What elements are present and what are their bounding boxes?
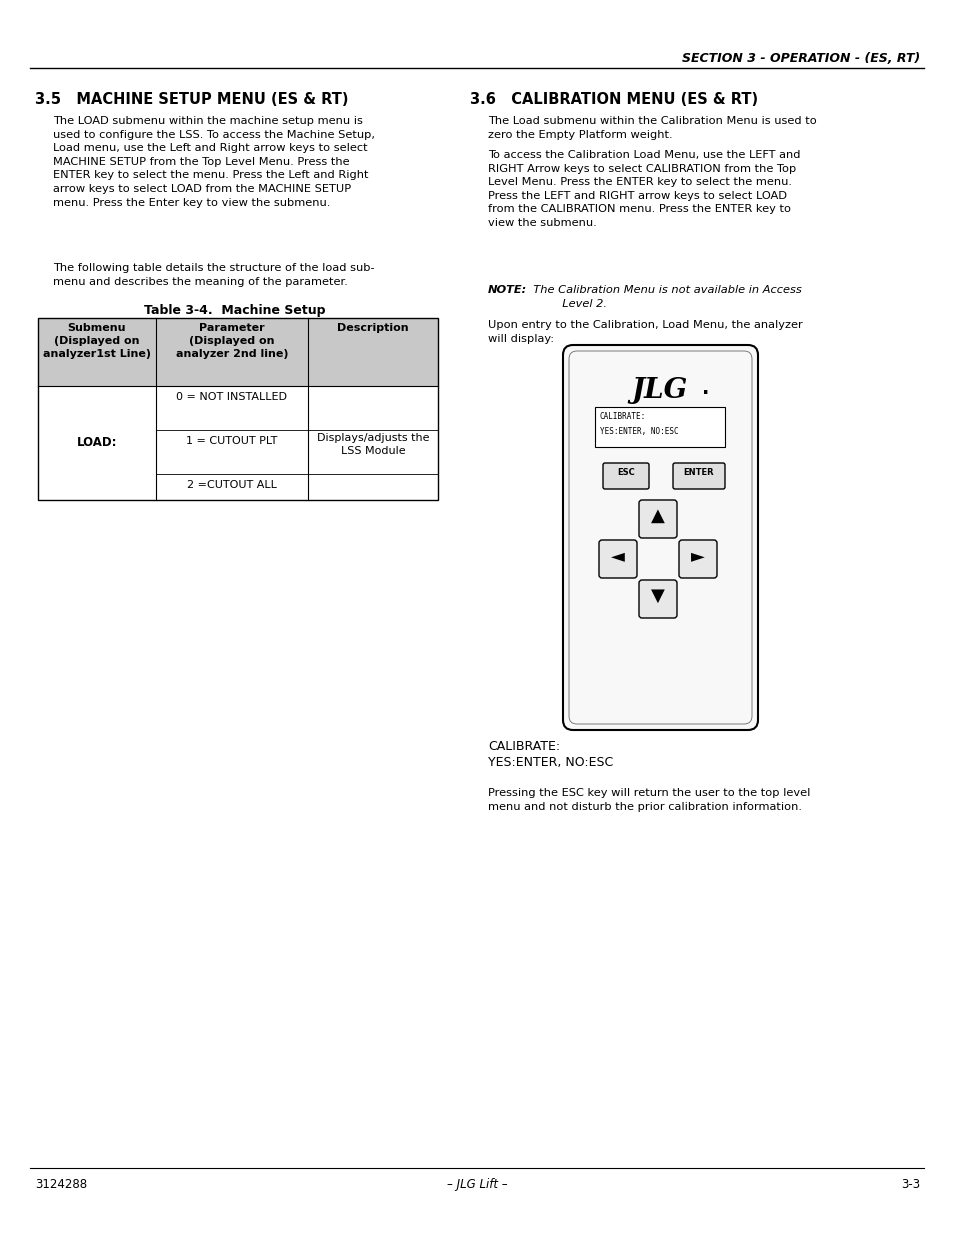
Text: – JLG Lift –: – JLG Lift – <box>446 1178 507 1191</box>
Text: 0 = NOT INSTALLED: 0 = NOT INSTALLED <box>176 391 287 403</box>
Text: 3.5   MACHINE SETUP MENU (ES & RT): 3.5 MACHINE SETUP MENU (ES & RT) <box>35 91 348 107</box>
Text: 3124288: 3124288 <box>35 1178 87 1191</box>
Text: JLG: JLG <box>631 377 687 404</box>
Text: ENTER: ENTER <box>683 468 714 477</box>
Text: YES:ENTER, NO:ESC: YES:ENTER, NO:ESC <box>488 756 613 769</box>
Text: SECTION 3 - OPERATION - (ES, RT): SECTION 3 - OPERATION - (ES, RT) <box>681 52 919 65</box>
Text: Upon entry to the Calibration, Load Menu, the analyzer
will display:: Upon entry to the Calibration, Load Menu… <box>488 320 801 343</box>
Text: 3.6   CALIBRATION MENU (ES & RT): 3.6 CALIBRATION MENU (ES & RT) <box>470 91 758 107</box>
Text: ►: ► <box>690 547 704 564</box>
Text: ▼: ▼ <box>650 587 664 605</box>
Text: ▲: ▲ <box>650 508 664 525</box>
FancyBboxPatch shape <box>679 540 717 578</box>
Text: Submenu
(Displayed on
analyzer1st Line): Submenu (Displayed on analyzer1st Line) <box>43 324 151 358</box>
Text: 2 =CUTOUT ALL: 2 =CUTOUT ALL <box>187 480 276 490</box>
Text: The Calibration Menu is not available in Access
          Level 2.: The Calibration Menu is not available in… <box>525 285 801 309</box>
Bar <box>38 317 437 500</box>
FancyBboxPatch shape <box>639 500 677 538</box>
FancyBboxPatch shape <box>639 580 677 618</box>
Text: NOTE:: NOTE: <box>488 285 527 295</box>
Text: YES:ENTER, NO:ESC: YES:ENTER, NO:ESC <box>599 427 678 436</box>
Text: .: . <box>701 379 709 398</box>
Text: Table 3-4.  Machine Setup: Table 3-4. Machine Setup <box>144 304 325 317</box>
Text: 3-3: 3-3 <box>900 1178 919 1191</box>
Text: To access the Calibration Load Menu, use the LEFT and
RIGHT Arrow keys to select: To access the Calibration Load Menu, use… <box>488 149 800 228</box>
Text: Pressing the ESC key will return the user to the top level
menu and not disturb : Pressing the ESC key will return the use… <box>488 788 809 811</box>
Text: ESC: ESC <box>617 468 634 477</box>
FancyBboxPatch shape <box>672 463 724 489</box>
Text: 1 = CUTOUT PLT: 1 = CUTOUT PLT <box>186 436 277 446</box>
Text: CALIBRATE:: CALIBRATE: <box>599 412 645 421</box>
FancyBboxPatch shape <box>598 540 637 578</box>
Text: The LOAD submenu within the machine setup menu is
used to configure the LSS. To : The LOAD submenu within the machine setu… <box>53 116 375 207</box>
Text: Parameter
(Displayed on
analyzer 2nd line): Parameter (Displayed on analyzer 2nd lin… <box>175 324 288 358</box>
FancyBboxPatch shape <box>602 463 648 489</box>
Text: Description: Description <box>336 324 409 333</box>
Text: ◄: ◄ <box>611 547 624 564</box>
Text: The Load submenu within the Calibration Menu is used to
zero the Empty Platform : The Load submenu within the Calibration … <box>488 116 816 140</box>
Bar <box>595 408 724 447</box>
FancyBboxPatch shape <box>562 345 758 730</box>
Bar <box>38 317 437 387</box>
Text: LOAD:: LOAD: <box>76 436 117 450</box>
Text: Displays/adjusts the
LSS Module: Displays/adjusts the LSS Module <box>316 433 429 456</box>
Text: The following table details the structure of the load sub-
menu and describes th: The following table details the structur… <box>53 263 375 287</box>
Text: CALIBRATE:: CALIBRATE: <box>488 740 559 753</box>
